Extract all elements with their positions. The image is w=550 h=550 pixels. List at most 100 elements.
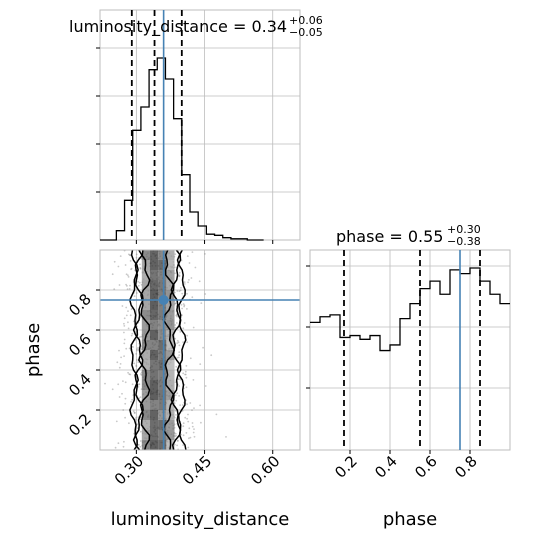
density-point [186, 341, 189, 344]
density-point [137, 280, 140, 283]
density-point [185, 386, 188, 389]
density-point [181, 292, 184, 295]
density-point [125, 306, 128, 309]
density-point [138, 383, 141, 386]
density-point [182, 327, 185, 330]
density-bin [150, 330, 159, 340]
ld-title-value: 0.34 [251, 17, 287, 36]
density-point [185, 432, 188, 434]
density-point [116, 361, 119, 364]
density-point [192, 431, 195, 434]
density-point [127, 321, 129, 324]
density-bin [150, 340, 159, 350]
density-point [123, 325, 126, 327]
panel-2d-density: 0.30 0.45 0.60 0.2 0.4 0.6 0.8 luminosity_dis… [23, 249, 301, 530]
density-point [179, 331, 182, 333]
density-point [177, 356, 180, 359]
density-point [186, 255, 189, 257]
density-point [126, 288, 129, 290]
density-bin [158, 260, 167, 270]
density-point [183, 304, 186, 307]
density-bin [150, 270, 159, 280]
density-point [200, 421, 202, 424]
phase-title: phase = 0.55 [336, 227, 443, 246]
phase-hist-xtick-label-0: 0.2 [331, 452, 361, 482]
phase-hist-xticks: 0.2 0.4 0.6 0.8 [331, 450, 481, 482]
density-point [139, 430, 142, 433]
density-bin [150, 260, 159, 270]
density-point [190, 277, 193, 279]
density-point [176, 444, 179, 447]
density-point [178, 271, 181, 274]
density-point [139, 445, 142, 448]
density-point [183, 283, 186, 285]
density-bin [141, 270, 150, 280]
density-frame [100, 250, 300, 450]
density-point [182, 303, 185, 305]
density-point [186, 403, 189, 406]
density-point [184, 416, 187, 419]
phase-hist-xtick-label-1: 0.4 [371, 452, 401, 482]
density-point [187, 420, 190, 423]
density-point [130, 268, 132, 271]
density-point [120, 356, 122, 359]
density-point [184, 370, 187, 373]
density-point [139, 440, 142, 442]
density-point [122, 380, 124, 382]
density-point [127, 253, 130, 256]
density-point [210, 354, 213, 357]
density-point [175, 322, 178, 324]
density-bin [166, 310, 175, 320]
phase-axis-label-bottom: phase [383, 509, 437, 530]
density-point [176, 356, 179, 359]
density-point [138, 281, 141, 284]
ld-hist-xticks [135, 240, 274, 244]
density-point [215, 413, 218, 416]
density-point [183, 322, 186, 324]
density-point [177, 439, 179, 442]
density-point [133, 362, 136, 365]
density-point [131, 398, 134, 401]
density-point [174, 302, 177, 305]
density-point [187, 281, 190, 284]
density-bin [141, 420, 150, 430]
density-bin [158, 310, 167, 320]
density-bin [150, 350, 159, 360]
density-contour-2 [132, 250, 144, 450]
density-ytick-label-2: 0.6 [65, 330, 95, 360]
density-point [125, 273, 128, 276]
density-point [124, 381, 127, 384]
density-point [125, 314, 128, 317]
density-point [119, 363, 122, 365]
density-point [121, 305, 124, 307]
density-point [118, 284, 121, 286]
density-point [124, 397, 127, 400]
density-point [118, 366, 121, 369]
density-point [185, 365, 188, 367]
density-border [99, 249, 301, 451]
density-point [204, 385, 207, 387]
density-bin [158, 300, 167, 310]
density-point [128, 347, 131, 350]
density-xtick-label-0: 0.30 [111, 452, 147, 488]
density-bin [141, 380, 150, 390]
density-point [174, 409, 177, 412]
density-point [175, 434, 178, 437]
density-bin [166, 430, 175, 440]
phase-hist-step [310, 267, 510, 352]
density-bin [158, 290, 167, 300]
density-point [129, 284, 131, 287]
density-point [186, 334, 189, 337]
density-bin [141, 400, 150, 410]
density-point [127, 327, 130, 330]
density-point [139, 315, 142, 318]
density-point [117, 383, 120, 386]
density-bin [158, 280, 167, 290]
density-point [178, 351, 181, 353]
density-point [175, 365, 178, 368]
density-bin [141, 280, 150, 290]
phase-hist-yticks [306, 265, 310, 389]
density-point [176, 392, 179, 395]
density-point [186, 292, 188, 295]
phase-title-name: phase [336, 227, 384, 246]
